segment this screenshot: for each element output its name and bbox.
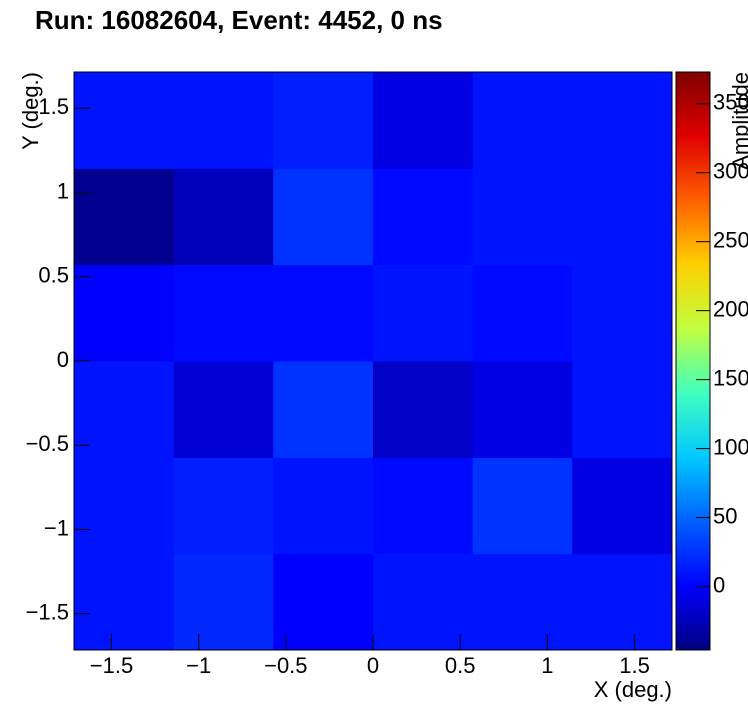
z-tick-label: 200	[713, 296, 748, 321]
heatmap-cell	[173, 361, 274, 458]
heatmap-cell	[273, 457, 374, 555]
x-tick-label: −0.5	[264, 653, 307, 678]
chart-title: Run: 16082604, Event: 4452, 0 ns	[35, 5, 443, 35]
heatmap-cell	[572, 72, 673, 169]
x-tick-label: 1.5	[619, 653, 650, 678]
y-axis-title: Y (deg.)	[18, 72, 43, 150]
heatmap-cell	[173, 457, 274, 555]
heatmap-cell	[373, 553, 474, 651]
heatmap-cell	[472, 553, 573, 651]
heatmap-cell	[273, 72, 374, 169]
y-tick-label: −0.5	[26, 431, 69, 456]
heatmap-cell	[472, 168, 573, 266]
y-tick-label: −1.5	[26, 600, 69, 625]
z-axis-title: Amplitude	[728, 72, 748, 170]
heatmap-cell	[572, 457, 673, 555]
heatmap-cell	[173, 264, 274, 362]
z-tick-label: 150	[713, 365, 748, 390]
heatmap-cell	[273, 168, 374, 266]
heatmap-cell	[373, 72, 474, 169]
x-tick-label: −1	[186, 653, 211, 678]
y-tick-label: 0	[57, 347, 69, 372]
z-tick-label: 0	[713, 572, 725, 597]
x-tick-label: −1.5	[90, 653, 133, 678]
heatmap-cell	[273, 264, 374, 362]
z-tick-label: 350	[713, 90, 748, 115]
heatmap-cell	[74, 168, 175, 266]
heatmap-cell	[572, 264, 673, 362]
z-tick-label: 300	[713, 159, 748, 184]
y-tick-label: 1	[57, 178, 69, 203]
z-tick-label: 250	[713, 227, 748, 252]
heatmap-cell	[472, 361, 573, 458]
z-tick-label: 50	[713, 503, 737, 528]
y-tick-label: 0.5	[38, 263, 69, 288]
heatmap-cell	[173, 553, 274, 651]
heatmap-cell	[373, 168, 474, 266]
x-tick-label: 0.5	[445, 653, 476, 678]
x-tick-label: 0	[367, 653, 379, 678]
z-tick-label: 100	[713, 434, 748, 459]
heatmap-cell	[373, 361, 474, 458]
heatmap-cell	[74, 553, 175, 651]
heatmap-cell	[173, 72, 274, 169]
heatmap-cell	[572, 168, 673, 266]
y-tick-label: 1.5	[38, 94, 69, 119]
heatmap-cell	[472, 72, 573, 169]
heatmap-cell	[373, 264, 474, 362]
y-tick-label: −1	[44, 515, 69, 540]
x-tick-label: 1	[541, 653, 553, 678]
heatmap-cell	[472, 264, 573, 362]
x-axis-title: X (deg.)	[594, 677, 672, 702]
heatmap-cell	[74, 72, 175, 169]
heatmap-cell	[373, 457, 474, 555]
heatmap-cell	[74, 361, 175, 458]
heatmap-cell	[74, 264, 175, 362]
heatmap-cell	[472, 457, 573, 555]
heatmap-cell	[273, 361, 374, 458]
heatmap-cell	[74, 457, 175, 555]
heatmap-cell	[572, 553, 673, 651]
heatmap-cell	[572, 361, 673, 458]
colorbar	[675, 71, 711, 651]
heatmap-cell	[173, 168, 274, 266]
heatmap-cell	[273, 553, 374, 651]
